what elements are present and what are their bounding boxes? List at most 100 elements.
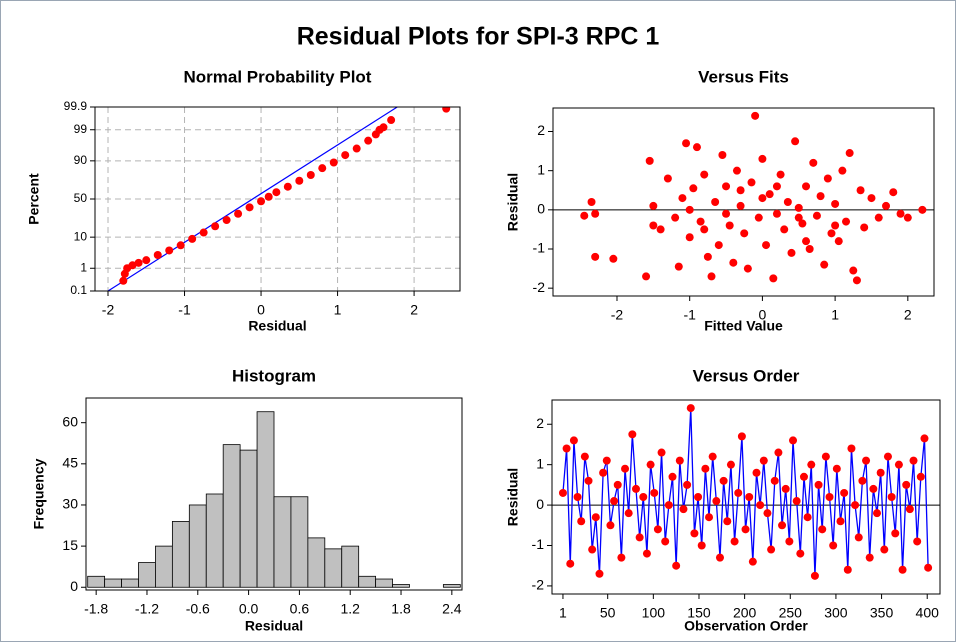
data-point <box>617 553 626 562</box>
y-axis-label: Residual <box>505 173 521 231</box>
y-tick-label: 1 <box>537 161 545 177</box>
panel-title: Versus Fits <box>698 67 789 86</box>
data-point <box>732 166 741 175</box>
data-point <box>803 513 812 522</box>
x-tick-label: 200 <box>733 605 757 621</box>
data-point <box>789 436 798 445</box>
data-point <box>245 203 254 212</box>
data-point <box>712 497 721 506</box>
data-point <box>657 448 666 457</box>
data-point <box>700 170 709 179</box>
y-tick-label: 50 <box>74 191 88 205</box>
data-point <box>587 198 596 206</box>
bar <box>188 504 207 588</box>
data-point <box>820 260 829 269</box>
x-tick-label: 1.2 <box>340 601 360 617</box>
data-point <box>842 217 851 226</box>
data-point <box>883 452 892 461</box>
data-point <box>591 513 600 522</box>
data-point <box>865 553 874 562</box>
y-tick-label: 0 <box>536 496 544 512</box>
plot-area <box>553 108 934 296</box>
data-point <box>845 149 854 158</box>
data-point <box>765 190 774 199</box>
data-point <box>924 563 933 572</box>
data-point <box>736 186 745 195</box>
data-point <box>840 488 849 497</box>
y-tick-label: 60 <box>62 413 78 429</box>
plot-frame <box>552 107 935 297</box>
data-point <box>624 509 633 518</box>
y-tick-label: 0.1 <box>70 283 87 297</box>
data-point <box>142 256 151 265</box>
data-point <box>889 188 898 197</box>
data-point <box>798 219 807 228</box>
data-point <box>787 248 796 257</box>
data-point <box>752 468 761 477</box>
data-point <box>588 545 597 554</box>
y-tick-label: -1 <box>532 536 545 552</box>
data-point <box>843 565 852 574</box>
data-point <box>763 509 772 518</box>
plot-content <box>552 404 940 580</box>
data-point <box>653 525 662 534</box>
data-point <box>661 537 670 546</box>
data-point <box>785 537 794 546</box>
data-point <box>442 107 451 113</box>
data-point <box>770 476 779 485</box>
panel: Versus Fits Fitted Value Residual -2 -1 0 1 2 -2… <box>505 67 935 334</box>
data-point <box>816 192 825 201</box>
bar <box>273 496 292 588</box>
x-tick-label: 150 <box>687 605 711 621</box>
data-point <box>613 480 622 489</box>
x-tick-label: 0 <box>257 302 265 318</box>
data-point <box>692 143 701 152</box>
data-point <box>756 501 765 510</box>
data-point <box>685 205 694 214</box>
data-point <box>621 464 630 473</box>
data-point <box>887 493 896 501</box>
panel-title: Versus Order <box>693 366 800 385</box>
data-point <box>718 151 727 159</box>
data-point <box>679 505 688 514</box>
data-point <box>211 222 220 231</box>
data-point <box>827 229 836 238</box>
y-axis-label: Percent <box>26 173 42 225</box>
data-point <box>758 194 767 203</box>
data-point <box>639 493 648 501</box>
data-point <box>894 460 903 469</box>
x-tick-label: -1 <box>178 302 191 318</box>
data-point <box>799 472 808 481</box>
x-tick-label: 0.0 <box>239 601 259 617</box>
data-point <box>591 252 600 261</box>
data-point <box>809 158 818 167</box>
data-point <box>882 201 891 210</box>
data-point <box>318 164 327 173</box>
data-point <box>352 144 361 153</box>
data-point <box>609 254 618 263</box>
data-point <box>701 464 710 473</box>
data-point <box>642 272 651 281</box>
data-point <box>558 488 567 497</box>
data-point <box>736 201 745 210</box>
data-point <box>740 229 749 238</box>
y-tick-label: 10 <box>74 229 88 243</box>
y-tick-label: -1 <box>533 240 546 256</box>
data-point <box>831 221 840 230</box>
plot-content <box>87 411 461 588</box>
x-tick-label: 2.4 <box>442 601 462 617</box>
x-tick-label: 300 <box>824 605 848 621</box>
data-point <box>295 176 304 185</box>
data-point <box>847 444 856 453</box>
x-tick-label: 2 <box>410 302 418 318</box>
data-point <box>754 213 763 222</box>
data-point <box>573 493 582 501</box>
data-point <box>672 561 681 570</box>
data-point <box>896 209 905 218</box>
data-point <box>862 456 871 465</box>
data-point <box>858 476 867 485</box>
bar <box>138 562 156 588</box>
x-tick-label: -1.2 <box>135 601 159 617</box>
data-point <box>642 549 651 558</box>
